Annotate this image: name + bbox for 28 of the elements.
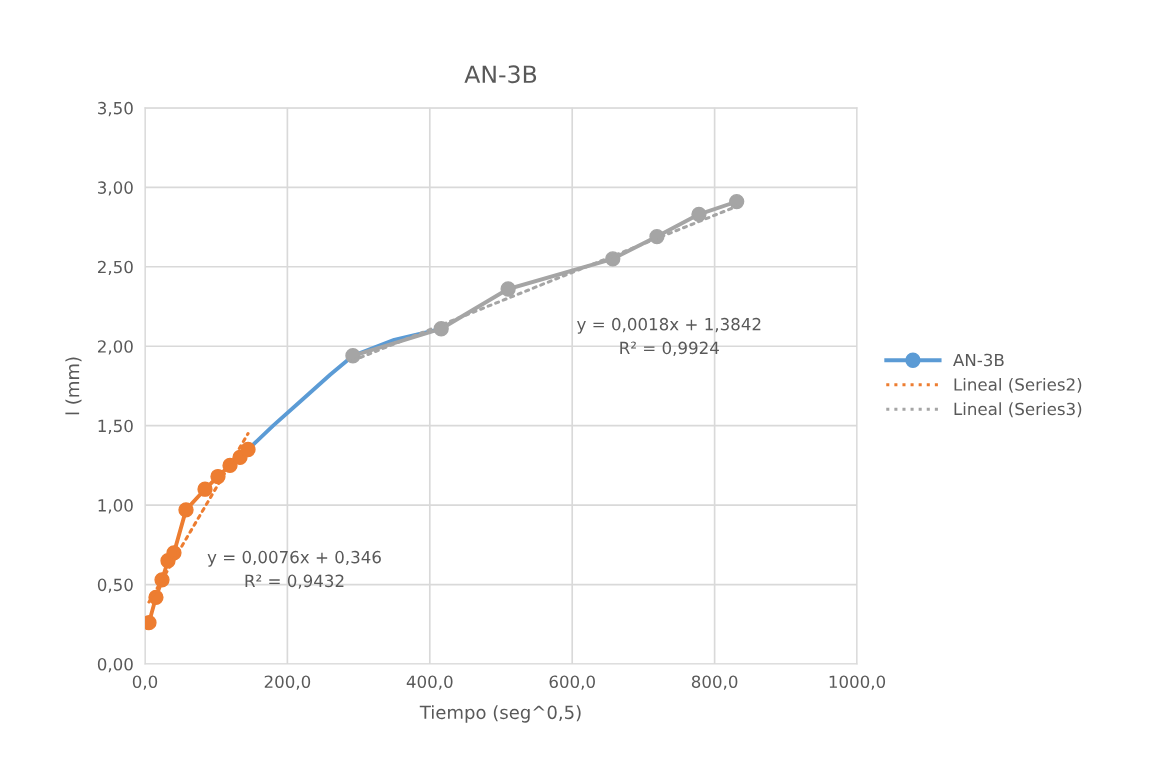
y-tick-label: 3,00 xyxy=(98,181,133,196)
y-axis-title: l (mm) xyxy=(65,357,82,415)
annotation: y = 0,0018x + 1,3842 R² = 0,9924 xyxy=(577,317,761,356)
chart-title: AN-3B xyxy=(464,65,537,84)
y-tick-label: 2,00 xyxy=(97,340,133,355)
x-tick-label: 600,0 xyxy=(549,675,595,690)
x-tick-label: 0,0 xyxy=(132,675,158,690)
point xyxy=(691,206,707,222)
y-tick-label: 3,50 xyxy=(98,101,133,117)
annotation: y = 0,0076x + 0,346 R² = 0,9432 xyxy=(207,550,381,589)
point xyxy=(500,281,516,297)
x-tick-label: 200,0 xyxy=(264,675,311,690)
x-tick-label: 1000,0 xyxy=(829,675,886,690)
x-axis-title: Tiempo (seg^0,5) xyxy=(419,705,581,723)
point xyxy=(729,193,745,210)
y-tick-label: 1,00 xyxy=(98,499,133,514)
x-tick-label: 400,0 xyxy=(406,675,453,690)
point xyxy=(178,502,194,518)
y-tick-label: 1,50 xyxy=(98,419,133,434)
point xyxy=(240,441,256,458)
legend-label: AN-3B xyxy=(953,353,1004,367)
point xyxy=(197,481,213,497)
x-tick-label: 800,0 xyxy=(691,675,738,690)
y-tick-label: 0,50 xyxy=(97,578,133,593)
y-tick-label: 0,00 xyxy=(97,657,133,673)
legend-label: Lineal (Series3) xyxy=(954,402,1082,418)
legend-label: Lineal (Series2) xyxy=(954,377,1082,393)
y-tick-label: 2,50 xyxy=(97,260,133,276)
